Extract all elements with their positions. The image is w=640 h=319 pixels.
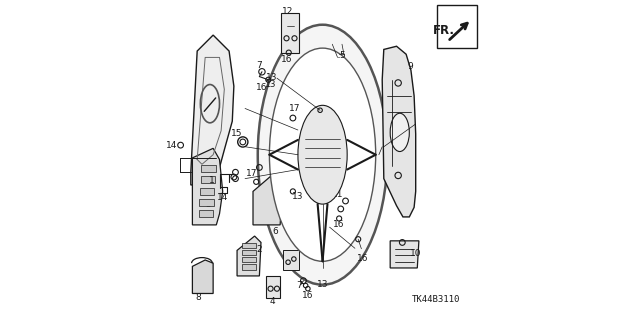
- Bar: [242, 250, 256, 255]
- Text: 8: 8: [195, 293, 201, 302]
- Polygon shape: [382, 46, 416, 217]
- Bar: [437, 5, 477, 48]
- Text: 6: 6: [273, 227, 278, 236]
- Polygon shape: [237, 236, 261, 276]
- Bar: [200, 199, 214, 206]
- Text: 17: 17: [289, 104, 300, 113]
- Text: 13: 13: [292, 192, 303, 201]
- Bar: [199, 210, 213, 217]
- Polygon shape: [334, 187, 352, 219]
- Polygon shape: [193, 260, 213, 293]
- Text: 2: 2: [257, 245, 262, 254]
- Polygon shape: [253, 172, 282, 225]
- Bar: [242, 264, 256, 270]
- Text: 10: 10: [410, 249, 422, 258]
- Text: 1: 1: [209, 176, 214, 185]
- Text: 3: 3: [205, 200, 211, 209]
- Text: 16: 16: [357, 254, 369, 263]
- Ellipse shape: [390, 113, 410, 152]
- Text: 14: 14: [166, 141, 177, 150]
- Text: 4: 4: [270, 297, 276, 306]
- Polygon shape: [266, 276, 280, 298]
- Polygon shape: [284, 250, 300, 270]
- Bar: [200, 188, 214, 195]
- Text: 12: 12: [282, 7, 293, 16]
- Ellipse shape: [258, 25, 387, 285]
- Bar: [242, 243, 256, 248]
- Bar: [202, 165, 216, 172]
- Text: 15: 15: [231, 130, 243, 138]
- Polygon shape: [281, 13, 300, 53]
- Text: 16: 16: [282, 55, 293, 63]
- Text: 5: 5: [339, 51, 344, 60]
- Ellipse shape: [298, 105, 347, 204]
- Ellipse shape: [269, 48, 376, 261]
- Polygon shape: [191, 35, 234, 185]
- Text: 13: 13: [266, 73, 277, 82]
- Text: FR.: FR.: [433, 24, 455, 37]
- Text: 7: 7: [256, 61, 262, 70]
- Text: 11: 11: [332, 190, 343, 199]
- Text: 14: 14: [217, 193, 228, 202]
- Text: 9: 9: [407, 63, 413, 71]
- Text: TK44B3110: TK44B3110: [412, 295, 461, 304]
- Bar: [242, 257, 256, 262]
- Text: 16: 16: [256, 83, 268, 92]
- Text: 13: 13: [265, 80, 276, 89]
- Polygon shape: [193, 148, 223, 225]
- Text: 17: 17: [246, 169, 257, 178]
- Polygon shape: [390, 241, 419, 268]
- Text: 7: 7: [296, 281, 302, 290]
- Text: 16: 16: [333, 220, 344, 229]
- Text: 13: 13: [317, 280, 328, 289]
- Bar: [201, 176, 215, 183]
- Text: 16: 16: [302, 291, 314, 300]
